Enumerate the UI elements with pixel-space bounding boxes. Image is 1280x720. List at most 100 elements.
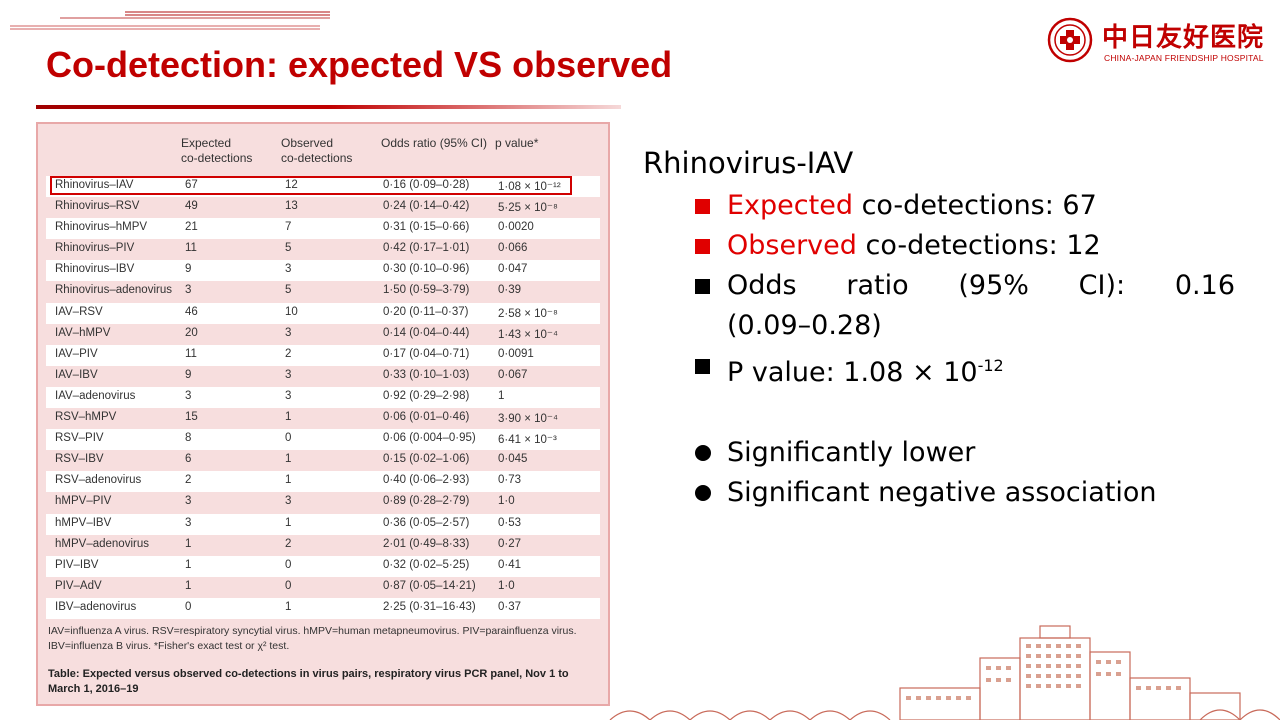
cell-odds-ratio: 0·06 (0·004–0·95) <box>383 432 476 445</box>
cell-expected: 8 <box>185 432 192 445</box>
bullet-spacer <box>643 393 1243 433</box>
slide-title: Co-detection: expected VS observed <box>46 44 673 85</box>
expected-label: Expected <box>727 190 853 221</box>
table-row: RSV–PIV 8 0 0·06 (0·004–0·95) 6·41 × 10⁻³ <box>46 429 600 451</box>
cell-expected: 9 <box>185 368 192 381</box>
table-row: RSV–adenovirus 2 1 0·40 (0·06–2·93) 0·73 <box>46 471 600 493</box>
cell-pair: IAV–RSV <box>55 305 103 318</box>
cell-p-value: 1·0 <box>498 579 515 592</box>
cell-odds-ratio: 0·87 (0·05–14·21) <box>383 579 476 592</box>
p-value-text: P value: 1.08 × 10 <box>727 357 978 388</box>
caption-text: Expected versus observed co-detections i… <box>48 668 569 695</box>
cell-expected: 46 <box>185 305 198 318</box>
odds-ratio-line-1: Odds ratio (95% CI): 0.16 <box>727 266 1243 306</box>
red-square-bullet-icon <box>695 199 710 214</box>
cell-p-value: 0·066 <box>498 242 528 255</box>
cell-p-value: 6·41 × 10⁻³ <box>498 434 557 447</box>
summary-bullets: Expected co-detections: 67 Observed co-d… <box>643 186 1243 513</box>
conclusion-2-text: Significant negative association <box>727 477 1157 508</box>
cell-p-value: 0·045 <box>498 453 528 466</box>
cell-pair: IBV–adenovirus <box>55 600 137 613</box>
cell-pair: Rhinovirus–IBV <box>55 263 135 276</box>
cell-p-value: 3·90 × 10⁻⁴ <box>498 413 558 426</box>
cell-pair: PIV–IBV <box>55 558 99 571</box>
cell-pair: RSV–PIV <box>55 432 104 445</box>
hospital-skyline-decoration <box>609 625 1280 720</box>
cell-p-value: 0·41 <box>498 558 522 571</box>
bullet-p-value: P value: 1.08 × 10-12 <box>643 346 1243 393</box>
cell-p-value: 0·27 <box>498 537 522 550</box>
cell-expected: 67 <box>185 179 198 191</box>
table-header: Expected co-detections Observed co-detec… <box>38 132 608 180</box>
cell-observed: 12 <box>285 179 298 191</box>
cell-pair: RSV–IBV <box>55 453 104 466</box>
cell-pair: Rhinovirus–IAV <box>55 179 134 191</box>
table-row: Rhinovirus–hMPV 21 7 0·31 (0·15–0·66) 0·0020 <box>46 218 600 240</box>
table-caption: Table: Expected versus observed co-detec… <box>48 667 598 697</box>
cell-odds-ratio: 0·92 (0·29–2·98) <box>383 389 470 402</box>
cell-expected: 0 <box>185 600 192 613</box>
cell-observed: 7 <box>285 221 292 234</box>
cell-expected: 1 <box>185 558 192 571</box>
cell-odds-ratio: 0·30 (0·10–0·96) <box>383 263 470 276</box>
hospital-logo: 中日友好医院 CHINA-JAPAN FRIENDSHIP HOSPITAL <box>1044 15 1264 70</box>
cell-expected: 11 <box>185 242 197 255</box>
table-row: hMPV–IBV 3 1 0·36 (0·05–2·57) 0·53 <box>46 513 600 535</box>
cell-odds-ratio: 0·33 (0·10–1·03) <box>383 368 470 381</box>
odds-ratio-line-2: (0.09–0.28) <box>727 310 882 341</box>
table-row: Rhinovirus–IAV 67 12 0·16 (0·09–0·28) 1·08 ×… <box>46 176 600 198</box>
cell-p-value: 1·08 × 10⁻¹² <box>498 181 561 193</box>
header-observed-line1: Observed <box>281 136 334 150</box>
logo-english-name: CHINA-JAPAN FRIENDSHIP HOSPITAL <box>1104 53 1264 63</box>
footnote-line-1: IAV=influenza A virus. RSV=respiratory s… <box>48 625 577 637</box>
study-table-panel: Expected co-detections Observed co-detec… <box>36 122 610 706</box>
bullet-conclusion-2: Significant negative association <box>643 473 1243 513</box>
cell-observed: 2 <box>285 537 292 550</box>
highlight-rhinovirus-iav-row <box>50 176 572 195</box>
header-observed-line2: co-detections <box>281 151 353 165</box>
cell-odds-ratio: 0·17 (0·04–0·71) <box>383 347 470 360</box>
cell-odds-ratio: 0·06 (0·01–0·46) <box>383 411 470 424</box>
cell-p-value: 5·25 × 10⁻⁸ <box>498 202 558 215</box>
cell-expected: 3 <box>185 516 192 529</box>
cell-odds-ratio: 0·14 (0·04–0·44) <box>383 326 470 339</box>
cell-expected: 9 <box>185 263 192 276</box>
cell-expected: 1 <box>185 537 192 550</box>
table-row: PIV–IBV 1 0 0·32 (0·02–5·25) 0·41 <box>46 555 600 577</box>
summary-panel: Rhinovirus-IAV Expected co-detections: 6… <box>643 146 1243 513</box>
cell-expected: 3 <box>185 389 192 402</box>
table-row: IAV–PIV 11 2 0·17 (0·04–0·71) 0·0091 <box>46 344 600 366</box>
cell-pair: IAV–PIV <box>55 347 98 360</box>
cell-p-value: 0·53 <box>498 516 522 529</box>
table-footnote: IAV=influenza A virus. RSV=respiratory s… <box>48 624 598 654</box>
cell-observed: 0 <box>285 558 292 571</box>
bullet-odds-ratio: Odds ratio (95% CI): 0.16 (0.09–0.28) <box>643 266 1243 346</box>
cell-pair: IAV–IBV <box>55 368 98 381</box>
table-row: Rhinovirus–RSV 49 13 0·24 (0·14–0·42) 5·25 ×… <box>46 197 600 219</box>
cell-observed: 3 <box>285 495 292 508</box>
footnote-line-2: IBV=influenza B virus. *Fisher's exact t… <box>48 640 290 652</box>
cell-odds-ratio: 0·42 (0·17–1·01) <box>383 242 470 255</box>
cell-observed: 5 <box>285 284 292 297</box>
cell-pair: hMPV–adenovirus <box>55 537 149 550</box>
table-row: IAV–IBV 9 3 0·33 (0·10–1·03) 0·067 <box>46 365 600 387</box>
cell-pair: Rhinovirus–RSV <box>55 200 140 213</box>
cell-odds-ratio: 0·36 (0·05–2·57) <box>383 516 470 529</box>
cell-expected: 21 <box>185 221 198 234</box>
odds-word-3: (95% <box>958 270 1029 301</box>
table-row: IAV–hMPV 20 3 0·14 (0·04–0·44) 1·43 × 10⁻⁴ <box>46 323 600 345</box>
cell-observed: 1 <box>285 411 292 424</box>
header-expected: Expected co-detections <box>181 136 252 166</box>
cell-expected: 2 <box>185 474 192 487</box>
cell-pair: PIV–AdV <box>55 579 102 592</box>
cell-p-value: 0·73 <box>498 474 522 487</box>
cell-pair: hMPV–IBV <box>55 516 112 529</box>
expected-value-text: co-detections: 67 <box>852 190 1097 221</box>
red-square-bullet-icon <box>695 239 710 254</box>
cell-observed: 1 <box>285 516 292 529</box>
cell-p-value: 0·067 <box>498 368 528 381</box>
cell-odds-ratio: 2·25 (0·31–16·43) <box>383 600 476 613</box>
cell-pair: Rhinovirus–hMPV <box>55 221 148 234</box>
decorative-header-lines <box>10 11 330 30</box>
table-row: hMPV–PIV 3 3 0·89 (0·28–2·79) 1·0 <box>46 492 600 514</box>
